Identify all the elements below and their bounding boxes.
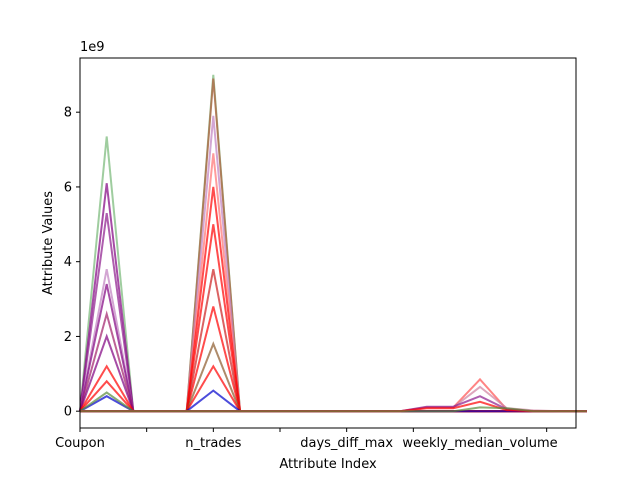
- plot-frame: [79, 57, 577, 429]
- x-tick-label: weekly_median_volume: [402, 436, 557, 451]
- series-line: [79, 269, 587, 413]
- y-tick-label: 0: [64, 405, 72, 420]
- y-axis-label: Attribute Values: [41, 191, 56, 295]
- x-tick-label: Coupon: [55, 436, 105, 451]
- series-line: [79, 364, 587, 413]
- series-line: [80, 186, 587, 413]
- series-line: [80, 306, 587, 413]
- x-axis: Coupon n_trades days_diff_max weekly_median…: [55, 428, 558, 451]
- y-tick-label: 8: [64, 106, 72, 121]
- y-tick-label: 4: [64, 255, 72, 270]
- series-line: [80, 78, 587, 413]
- series-line: [80, 385, 587, 413]
- x-tick-label: days_diff_max: [300, 436, 393, 451]
- y-tick-label: 2: [64, 330, 72, 345]
- series-line: [79, 333, 587, 413]
- series-lines: [79, 74, 587, 413]
- series-line: [79, 212, 587, 413]
- y-offset-label: 1e9: [80, 40, 105, 55]
- series-line: [79, 310, 587, 413]
- series-line: [80, 341, 587, 413]
- series-line: [80, 224, 587, 413]
- series-line: [80, 269, 587, 413]
- series-line: [80, 364, 587, 413]
- y-tick-label: 6: [64, 180, 72, 195]
- x-tick-label: n_trades: [185, 436, 241, 451]
- series-line: [79, 283, 587, 413]
- series-line: [80, 406, 587, 413]
- series-line: [79, 183, 587, 413]
- series-line: [80, 74, 587, 413]
- series-line: [79, 136, 587, 413]
- x-axis-label: Attribute Index: [279, 457, 377, 472]
- series-line: [80, 153, 587, 413]
- y-axis: 0 2 4 6 8: [64, 106, 80, 420]
- series-line: [80, 400, 587, 413]
- series-line: [80, 377, 587, 413]
- series-line: [80, 115, 587, 413]
- series-line: [79, 379, 587, 413]
